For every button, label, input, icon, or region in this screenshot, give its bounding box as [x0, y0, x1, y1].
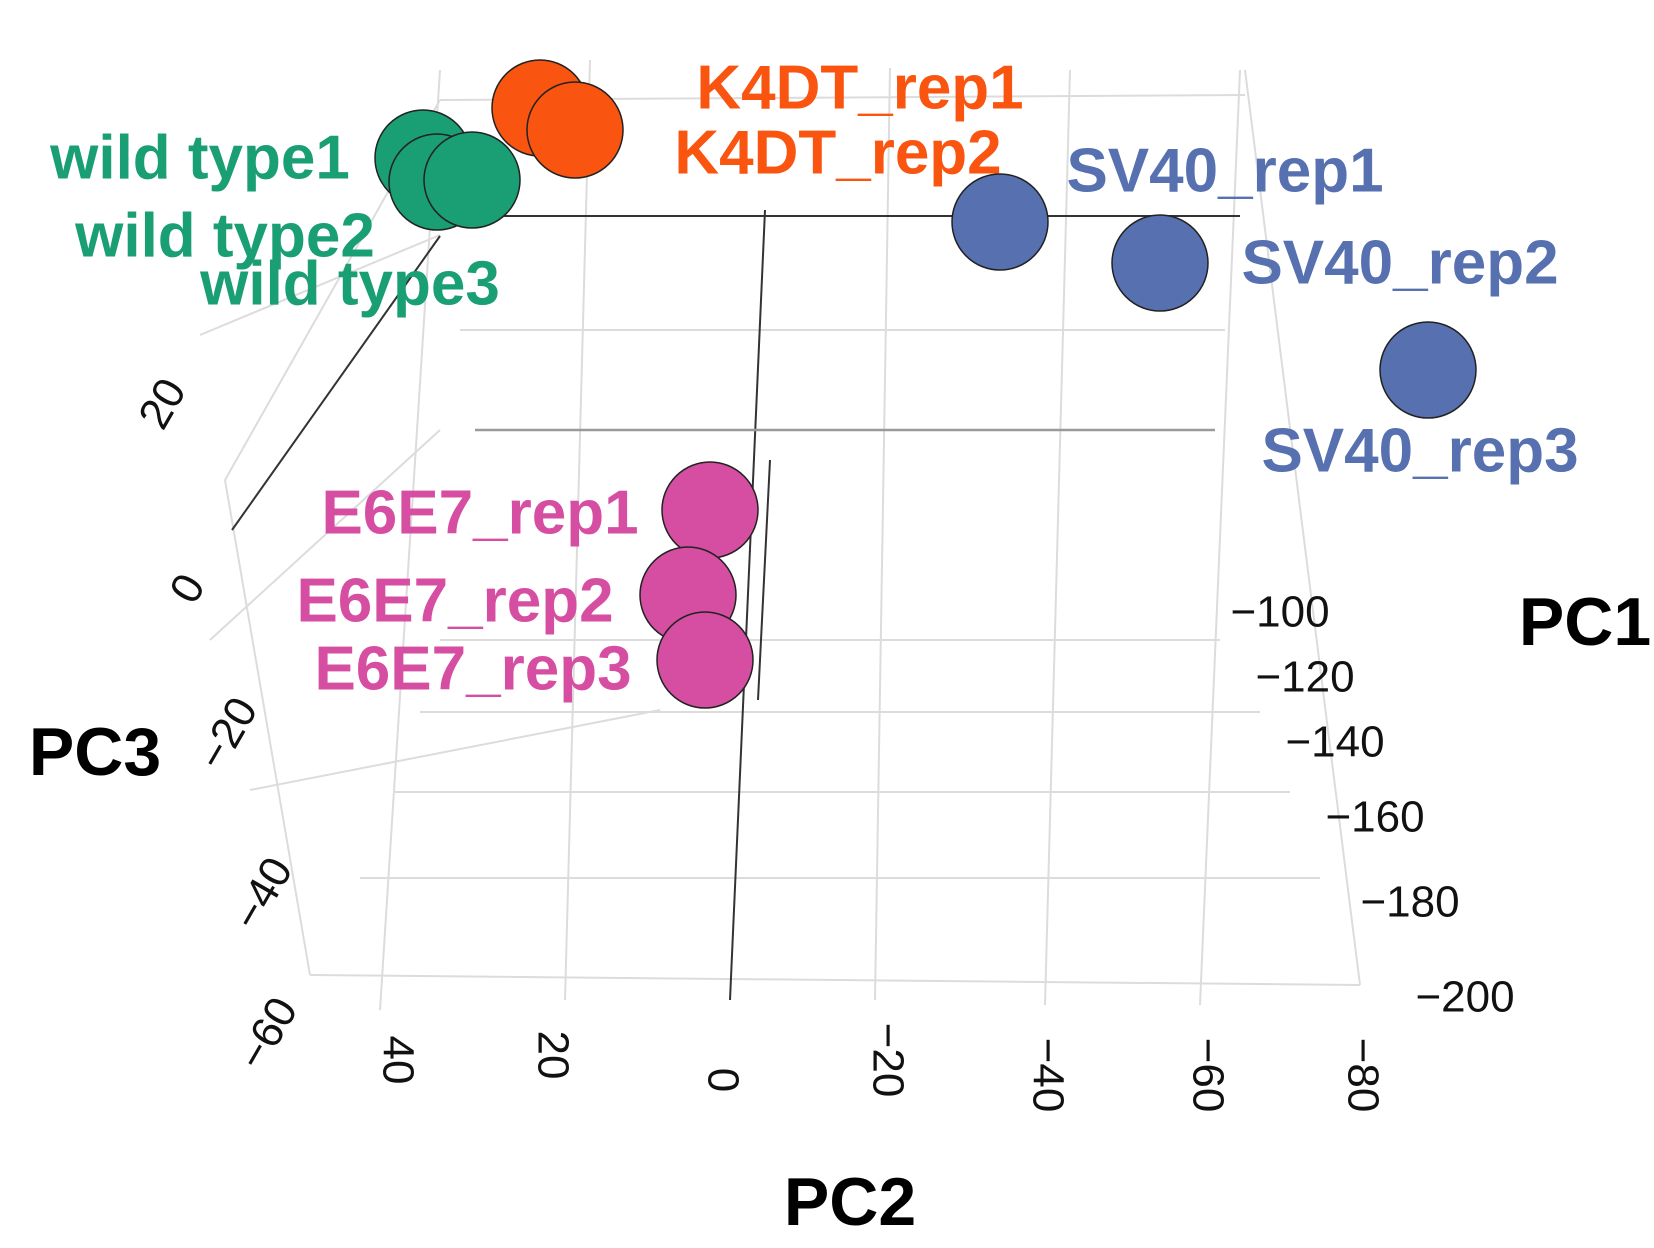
point-label: K4DT_rep1: [696, 53, 1023, 122]
pc2-tick-labels: 40 20 0 −20 −40 −60 −80: [373, 1023, 1387, 1113]
point-sv40-2: [1111, 214, 1209, 312]
pc3-tick-label: 0: [160, 566, 215, 612]
point-label: SV40_rep2: [1241, 228, 1558, 297]
pc3-tick-label: −20: [188, 689, 268, 778]
point-sv40-3: [1379, 321, 1477, 419]
pc3-tick-label: 20: [129, 370, 196, 437]
point-label: wild type3: [199, 249, 500, 318]
point-wild-type-3: [423, 131, 521, 229]
point-label: wild type2: [74, 201, 375, 270]
pc2-tick-label: 0: [698, 1068, 747, 1092]
point-label: E6E7_rep2: [296, 566, 613, 635]
point-label: SV40_rep3: [1261, 416, 1578, 485]
point-label: SV40_rep1: [1066, 136, 1383, 205]
pc1-tick-label: −160: [1325, 793, 1424, 842]
pc3-axis-title: PC3: [29, 714, 161, 790]
point-sv40-1: [951, 173, 1049, 271]
point-e6e7-1: [661, 461, 759, 559]
point-e6e7-3: [656, 611, 754, 709]
pc2-tick-label: 20: [528, 1031, 577, 1080]
grid-lines: [199, 59, 1361, 1011]
pc2-tick-label: −20: [863, 1023, 912, 1098]
pc1-tick-label: −100: [1230, 588, 1329, 637]
pc2-tick-label: −60: [1183, 1038, 1232, 1113]
pc1-tick-label: −180: [1360, 878, 1459, 927]
pc1-tick-labels: −100 −120 −140 −160 −180 −200: [1230, 588, 1514, 1022]
pc2-tick-label: 40: [373, 1036, 422, 1085]
pc1-tick-label: −120: [1255, 653, 1354, 702]
pc1-tick-label: −140: [1285, 718, 1384, 767]
pc1-tick-label: −200: [1415, 973, 1514, 1022]
axis-lines: [231, 209, 1240, 1001]
point-label: K4DT_rep2: [674, 118, 1001, 187]
point-label: E6E7_rep3: [314, 634, 631, 703]
pc2-tick-label: −80: [1338, 1038, 1387, 1113]
pc2-tick-label: −40: [1023, 1038, 1072, 1113]
pc2-axis-title: PC2: [784, 1164, 916, 1240]
point-k4dt-2: [526, 81, 624, 179]
pc3-tick-label: −60: [228, 989, 308, 1078]
point-label: E6E7_rep1: [321, 478, 638, 547]
point-label: wild type1: [49, 123, 350, 192]
pc1-axis-title: PC1: [1519, 584, 1651, 660]
data-points: [374, 59, 1477, 709]
